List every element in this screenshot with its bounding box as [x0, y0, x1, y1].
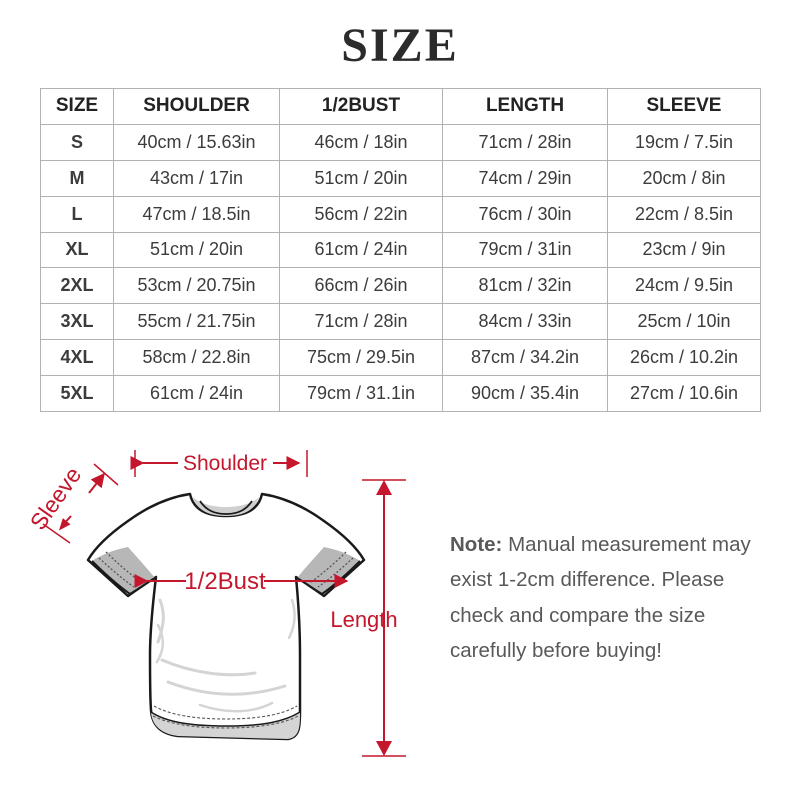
svg-text:Sleeve: Sleeve [25, 462, 87, 535]
svg-text:1/2Bust: 1/2Bust [184, 568, 266, 595]
svg-text:Length: Length [330, 607, 397, 632]
svg-text:Shoulder: Shoulder [183, 452, 267, 475]
